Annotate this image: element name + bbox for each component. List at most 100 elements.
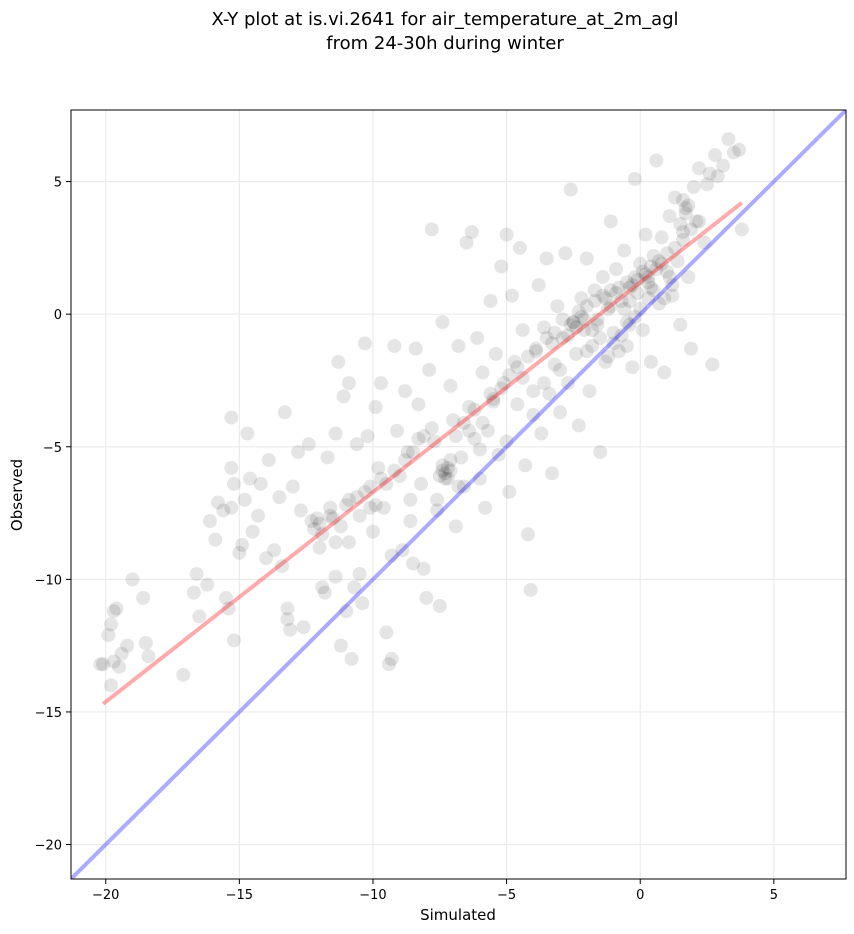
data-point (529, 344, 543, 359)
data-point (678, 201, 693, 216)
data-point (400, 445, 415, 460)
data-point (606, 325, 621, 340)
data-point (411, 397, 426, 412)
data-point (301, 437, 316, 452)
data-point (138, 635, 153, 650)
data-point (232, 545, 247, 560)
data-point (684, 341, 698, 356)
fit-line (101, 201, 744, 706)
data-point (520, 349, 535, 364)
data-point (646, 283, 661, 298)
data-point (253, 476, 268, 491)
data-point (654, 256, 669, 271)
data-point (430, 492, 445, 507)
grid-lines (71, 110, 846, 879)
data-point (486, 392, 501, 407)
data-point (427, 434, 442, 449)
data-point (360, 429, 375, 444)
x-axis-label: Simulated (420, 906, 496, 924)
data-point (499, 434, 514, 449)
data-point (192, 609, 207, 624)
data-point (293, 503, 308, 518)
data-point (341, 376, 356, 391)
data-point (579, 299, 594, 314)
chart-title-line-2: from 24-30h during winter (326, 33, 564, 54)
data-point (499, 227, 514, 242)
data-point (665, 278, 680, 293)
data-point (210, 495, 225, 510)
data-point (614, 293, 629, 308)
data-point (539, 331, 554, 346)
data-point (627, 309, 642, 324)
data-point (374, 471, 388, 486)
data-point (633, 301, 648, 316)
data-point (227, 476, 242, 491)
data-point (430, 503, 445, 518)
data-point (553, 362, 568, 377)
x-tick-label: −5 (497, 888, 516, 903)
data-point (224, 460, 239, 475)
data-point (408, 341, 423, 356)
data-point (659, 264, 674, 279)
data-point (555, 331, 570, 346)
data-point (625, 278, 640, 293)
data-point (531, 278, 546, 293)
data-point (659, 246, 674, 261)
data-point (323, 508, 338, 523)
data-point (186, 585, 201, 600)
data-point (435, 458, 450, 473)
data-point (280, 612, 295, 627)
data-point (438, 466, 453, 481)
data-point (534, 426, 549, 441)
data-point (387, 463, 402, 478)
data-point (651, 254, 666, 269)
data-point (96, 657, 111, 672)
data-point (611, 344, 626, 359)
data-point (202, 514, 217, 529)
data-point (649, 153, 664, 168)
data-point (104, 617, 119, 632)
x-tick-label: 0 (636, 888, 644, 903)
data-point (456, 479, 471, 494)
data-point (547, 357, 562, 372)
data-point (579, 251, 594, 266)
data-point (280, 601, 295, 616)
data-point (483, 293, 498, 308)
data-point (609, 285, 624, 300)
data-point (654, 230, 669, 245)
data-point (649, 262, 664, 277)
data-point (328, 569, 343, 584)
data-point (341, 535, 356, 550)
y-tick-label: 5 (54, 176, 62, 191)
data-point (641, 275, 656, 290)
data-point (545, 466, 560, 481)
data-point (520, 527, 535, 542)
data-point (700, 177, 715, 192)
x-tick-label: −20 (92, 888, 119, 903)
data-point (662, 209, 677, 224)
data-point (617, 301, 632, 316)
data-point (456, 415, 471, 430)
data-point (561, 328, 576, 343)
data-point (593, 331, 608, 346)
data-point (601, 301, 616, 316)
data-point (251, 508, 266, 523)
x-tick-label: 5 (770, 888, 778, 903)
data-point (392, 468, 407, 483)
data-point (312, 540, 327, 555)
data-point (569, 320, 584, 335)
data-point (488, 346, 503, 361)
data-point (643, 259, 658, 274)
x-tick-label: −15 (226, 888, 253, 903)
data-point (675, 232, 690, 247)
data-point (526, 384, 541, 399)
data-point (678, 206, 693, 221)
data-point (261, 453, 276, 468)
data-point (585, 323, 600, 338)
data-point (483, 386, 498, 401)
data-point (320, 450, 335, 465)
y-tick-label: 0 (54, 308, 62, 323)
data-point (357, 336, 372, 351)
data-point (475, 365, 490, 380)
data-point (141, 649, 156, 664)
